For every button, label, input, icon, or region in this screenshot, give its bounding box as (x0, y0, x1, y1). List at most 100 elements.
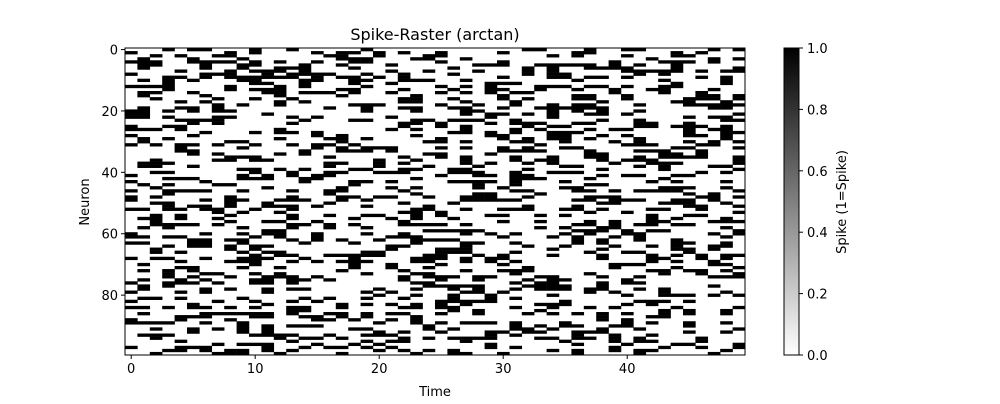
spike-cell (286, 238, 299, 242)
spike-cell (633, 222, 647, 227)
spike-cell (633, 287, 647, 291)
spike-cell (199, 315, 213, 319)
spike-cell (286, 207, 299, 211)
spike-cell (596, 183, 609, 187)
spike-cell (459, 100, 473, 104)
spike-cell (484, 192, 498, 196)
spike-cell (422, 140, 436, 144)
spike-cell (459, 259, 473, 264)
spike-cell (621, 321, 634, 325)
spike-cell (596, 327, 609, 331)
spike-cell (695, 336, 709, 340)
spike-cell (298, 308, 312, 313)
spike-cell (695, 207, 709, 211)
spike-cell (732, 305, 746, 310)
spike-cell (645, 256, 659, 261)
spike-cell (583, 290, 597, 294)
spike-cell (683, 247, 696, 251)
spike-cell (410, 210, 423, 215)
spike-cell (559, 186, 572, 190)
spike-cell (509, 281, 523, 285)
spike-cell (608, 290, 622, 294)
spike-cell (224, 87, 237, 92)
spike-cell (596, 256, 609, 261)
spike-cell (546, 137, 560, 141)
spike-cell (298, 72, 312, 76)
spike-cell (224, 312, 237, 316)
spike-cell (658, 84, 671, 89)
spike-cell (720, 269, 733, 273)
spike-cell (125, 51, 138, 55)
spike-cell (125, 232, 138, 236)
spike-cell (559, 226, 572, 230)
spike-cell (199, 207, 213, 211)
spike-cell (187, 109, 200, 113)
spike-cell (298, 345, 312, 350)
spike-cell (335, 315, 349, 319)
spike-cell (373, 330, 386, 334)
spike-cell (695, 133, 709, 138)
spike-cell (137, 66, 151, 70)
spike-cell (249, 315, 262, 319)
spike-cell (596, 315, 609, 319)
spike-cell (583, 155, 597, 159)
spike-cell (472, 299, 485, 304)
spike-cell (633, 250, 647, 254)
spike-cell (695, 204, 709, 208)
spike-cell (174, 339, 188, 343)
spike-cell (459, 180, 473, 184)
spike-cell (410, 235, 423, 239)
spike-cell (707, 262, 721, 267)
spike-cell (286, 333, 299, 337)
spike-cell (683, 121, 696, 125)
spike-cell (546, 63, 560, 67)
spike-cell (571, 146, 585, 150)
spike-cell (410, 305, 423, 310)
spike-cell (249, 51, 262, 55)
spike-cell (286, 339, 299, 343)
spike-cell (658, 164, 671, 168)
spike-cell (422, 54, 436, 58)
spike-cell (534, 308, 547, 313)
spike-cell (422, 284, 436, 288)
spike-cell (683, 204, 696, 208)
spike-cell (621, 229, 634, 233)
spike-cell (521, 124, 535, 129)
spike-cell (373, 103, 386, 107)
spike-cell (211, 60, 225, 64)
spike-cell (670, 173, 684, 178)
spike-cell (298, 78, 312, 83)
spike-cell (447, 336, 461, 340)
spike-cell (658, 161, 671, 165)
spike-cell (422, 275, 436, 279)
spike-cell (521, 149, 535, 153)
spike-cell (645, 321, 659, 325)
spike-cell (707, 103, 721, 107)
spike-cell (546, 66, 560, 70)
spike-cell (633, 103, 647, 107)
spike-cell (645, 219, 659, 224)
spike-cell (459, 109, 473, 113)
spike-cell (211, 109, 225, 113)
plot-frame (124, 47, 746, 356)
spike-cell (373, 293, 386, 297)
spike-cell (323, 170, 337, 175)
spike-cell (286, 287, 299, 291)
spike-cell (559, 170, 572, 175)
spike-cell (199, 204, 213, 208)
spike-cell (298, 324, 312, 328)
spike-cell (670, 155, 684, 159)
spike-cell (174, 250, 188, 254)
spike-cell (348, 183, 361, 187)
spike-cell (645, 69, 659, 73)
spike-cell (174, 222, 188, 227)
spike-cell (658, 189, 671, 193)
spike-cell (484, 256, 498, 261)
spike-cell (509, 103, 523, 107)
spike-cell (732, 130, 746, 135)
spike-cell (360, 302, 374, 307)
spike-cell (410, 176, 423, 181)
spike-cell (149, 321, 163, 325)
spike-cell (335, 302, 349, 307)
spike-cell (311, 336, 324, 340)
